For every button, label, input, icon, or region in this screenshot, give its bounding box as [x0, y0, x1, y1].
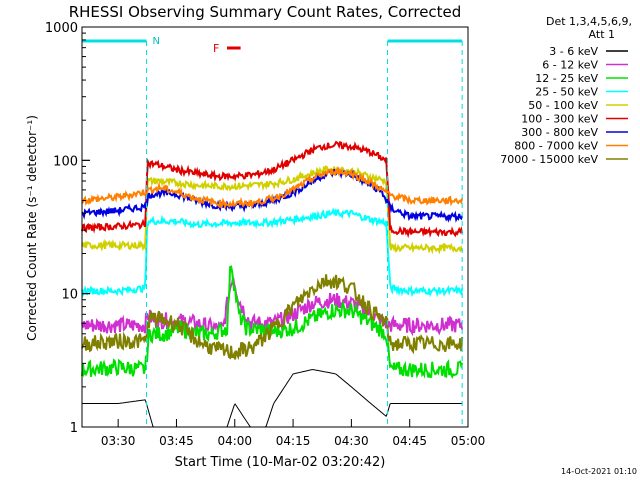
legend-label: 800 - 7000 keV	[514, 140, 598, 153]
series-line	[81, 164, 464, 255]
series-line	[81, 166, 464, 210]
series-layer	[81, 140, 464, 428]
x-tick-label: 04:30	[334, 434, 369, 448]
series-line	[81, 277, 464, 337]
series-line	[82, 369, 463, 428]
x-axis: 03:30 03:45 04:00 04:15 04:30 04:45 05:00	[101, 419, 485, 448]
series-line	[81, 140, 464, 239]
y-axis: 1 10 100 1000	[45, 21, 90, 436]
chart-title: RHESSI Observing Summary Count Rates, Co…	[69, 3, 462, 21]
legend-label: 12 - 25 keV	[535, 72, 598, 85]
series-line	[81, 265, 464, 380]
legend-label: 300 - 800 keV	[521, 126, 598, 139]
plot-frame	[81, 26, 469, 428]
y-axis-label: Corrected Count Rate (s⁻¹ detector⁻¹)	[25, 115, 39, 341]
flare-label: F	[213, 42, 219, 55]
series-line	[81, 274, 464, 361]
y-tick-label: 1000	[45, 21, 78, 36]
x-tick-label: 03:45	[159, 434, 194, 448]
night-label: N	[153, 36, 160, 47]
legend-label: 50 - 100 keV	[528, 99, 598, 112]
footer-date: 14-Oct-2021 01:10	[561, 467, 637, 476]
y-tick-label: 1	[70, 421, 78, 436]
legend-label: 6 - 12 keV	[542, 59, 598, 72]
legend-label: 3 - 6 keV	[549, 45, 598, 58]
series-line	[81, 166, 464, 223]
x-tick-label: 04:00	[217, 434, 252, 448]
series-line	[81, 207, 464, 298]
x-tick-label: 04:15	[276, 434, 311, 448]
legend-header-1: Det 1,3,4,5,6,9,	[546, 15, 632, 28]
legend-label: 7000 - 15000 keV	[500, 153, 598, 166]
y-tick-label: 100	[53, 154, 78, 169]
legend-label: 25 - 50 keV	[535, 86, 598, 99]
x-tick-label: 05:00	[451, 434, 486, 448]
x-tick-label: 03:30	[101, 434, 136, 448]
x-axis-label: Start Time (10-Mar-02 03:20:42)	[175, 455, 386, 470]
legend-header-2: Att 1	[589, 28, 615, 41]
legend-label: 100 - 300 keV	[521, 113, 598, 126]
x-tick-label: 04:45	[392, 434, 427, 448]
y-tick-label: 10	[61, 288, 78, 303]
